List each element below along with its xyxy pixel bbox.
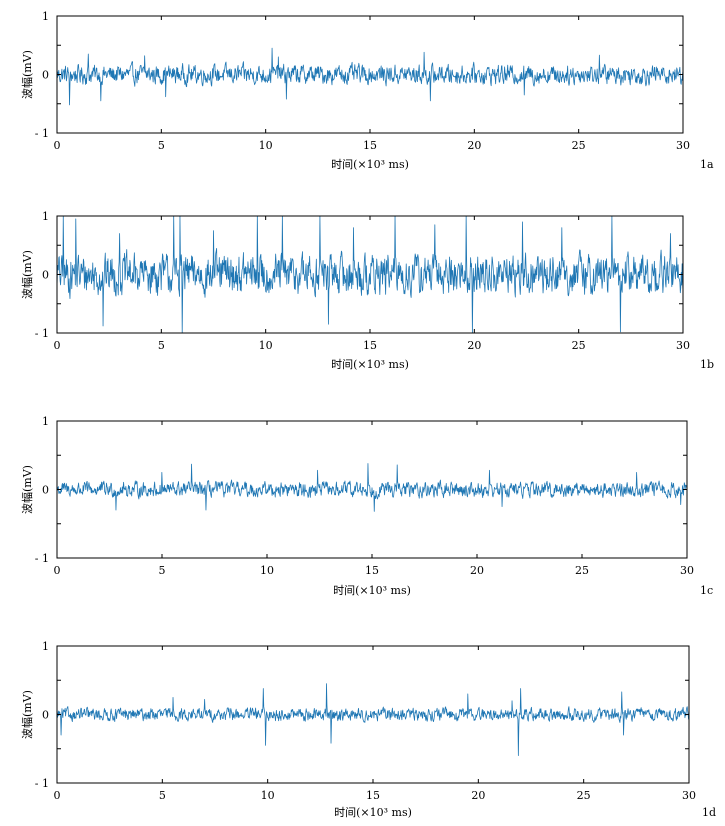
y-tick-label: - 1 <box>35 127 49 140</box>
signal-trace-1c <box>56 463 688 512</box>
x-tick-label: 20 <box>467 139 481 152</box>
x-tick-label: 15 <box>363 339 377 352</box>
y-tick-label: 0 <box>42 484 49 497</box>
x-axis-label: 时间(×10³ ms) <box>334 806 412 819</box>
x-tick-label: 0 <box>54 139 61 152</box>
x-tick-label: 10 <box>259 139 273 152</box>
x-tick-label: 30 <box>676 139 690 152</box>
x-axis-label: 时间(×10³ ms) <box>331 158 409 171</box>
x-tick-label: 0 <box>54 339 61 352</box>
chart-panel-1b: 0 5 10 15 20 25 30 - 1 0 1 时间(×10³ ms) 波幅(mV) 1b <box>21 210 714 371</box>
signal-trace-1a <box>56 47 684 106</box>
x-tick-label: 30 <box>676 339 690 352</box>
y-tick-label: 0 <box>42 269 49 282</box>
y-tick-label: - 1 <box>35 552 49 565</box>
x-tick-label: 30 <box>680 564 694 577</box>
x-tick-label: 25 <box>572 339 586 352</box>
signal-trace-1d <box>56 683 690 756</box>
plot-frame <box>56 645 690 784</box>
x-tick-label: 20 <box>471 789 485 802</box>
y-axis-label: 波幅(mV) <box>21 250 34 299</box>
y-tick-label: - 1 <box>35 327 49 340</box>
x-tick-label: 5 <box>158 139 165 152</box>
x-tick-label: 10 <box>259 339 273 352</box>
x-tick-label: 5 <box>158 339 165 352</box>
y-tick-label: 0 <box>42 69 49 82</box>
x-tick-label: 0 <box>54 564 61 577</box>
x-tick-label: 25 <box>577 789 591 802</box>
x-axis-label: 时间(×10³ ms) <box>333 584 411 597</box>
x-tick-label: 10 <box>260 564 274 577</box>
x-tick-label: 25 <box>572 139 586 152</box>
x-tick-label: 0 <box>54 789 61 802</box>
x-tick-label: 25 <box>575 564 589 577</box>
chart-panel-1c: 0 5 10 15 20 25 30 - 1 0 1 时间(×10³ ms) 波幅(mV) 1c <box>21 415 713 597</box>
panel-label: 1a <box>700 158 714 171</box>
y-tick-label: - 1 <box>35 777 49 790</box>
x-tick-label: 20 <box>470 564 484 577</box>
panel-label: 1d <box>702 806 716 819</box>
y-axis-label: 波幅(mV) <box>21 50 34 99</box>
panel-label: 1b <box>700 358 714 371</box>
y-tick-label: 1 <box>42 415 49 428</box>
x-tick-label: 5 <box>159 789 166 802</box>
x-tick-label: 5 <box>159 564 166 577</box>
x-tick-label: 15 <box>363 139 377 152</box>
signal-trace-1b <box>56 215 684 334</box>
x-tick-label: 10 <box>261 789 275 802</box>
y-tick-label: 1 <box>42 210 49 223</box>
panel-label: 1c <box>700 584 713 597</box>
x-axis-label: 时间(×10³ ms) <box>331 358 409 371</box>
x-tick-label: 15 <box>365 564 379 577</box>
chart-panel-1d: 0 5 10 15 20 25 30 - 1 0 1 时间(×10³ ms) 波幅(mV) 1d <box>21 640 716 819</box>
y-axis-label: 波幅(mV) <box>21 690 34 739</box>
y-tick-label: 1 <box>42 640 49 653</box>
x-tick-label: 30 <box>682 789 696 802</box>
x-tick-label: 20 <box>467 339 481 352</box>
y-axis-label: 波幅(mV) <box>21 465 34 514</box>
y-tick-label: 1 <box>42 10 49 23</box>
x-tick-label: 15 <box>366 789 380 802</box>
y-tick-label: 0 <box>42 709 49 722</box>
chart-panel-1a: 0 5 10 15 20 25 30 - 1 0 1 时间(×10³ ms) 波幅(mV) 1a <box>21 10 714 171</box>
